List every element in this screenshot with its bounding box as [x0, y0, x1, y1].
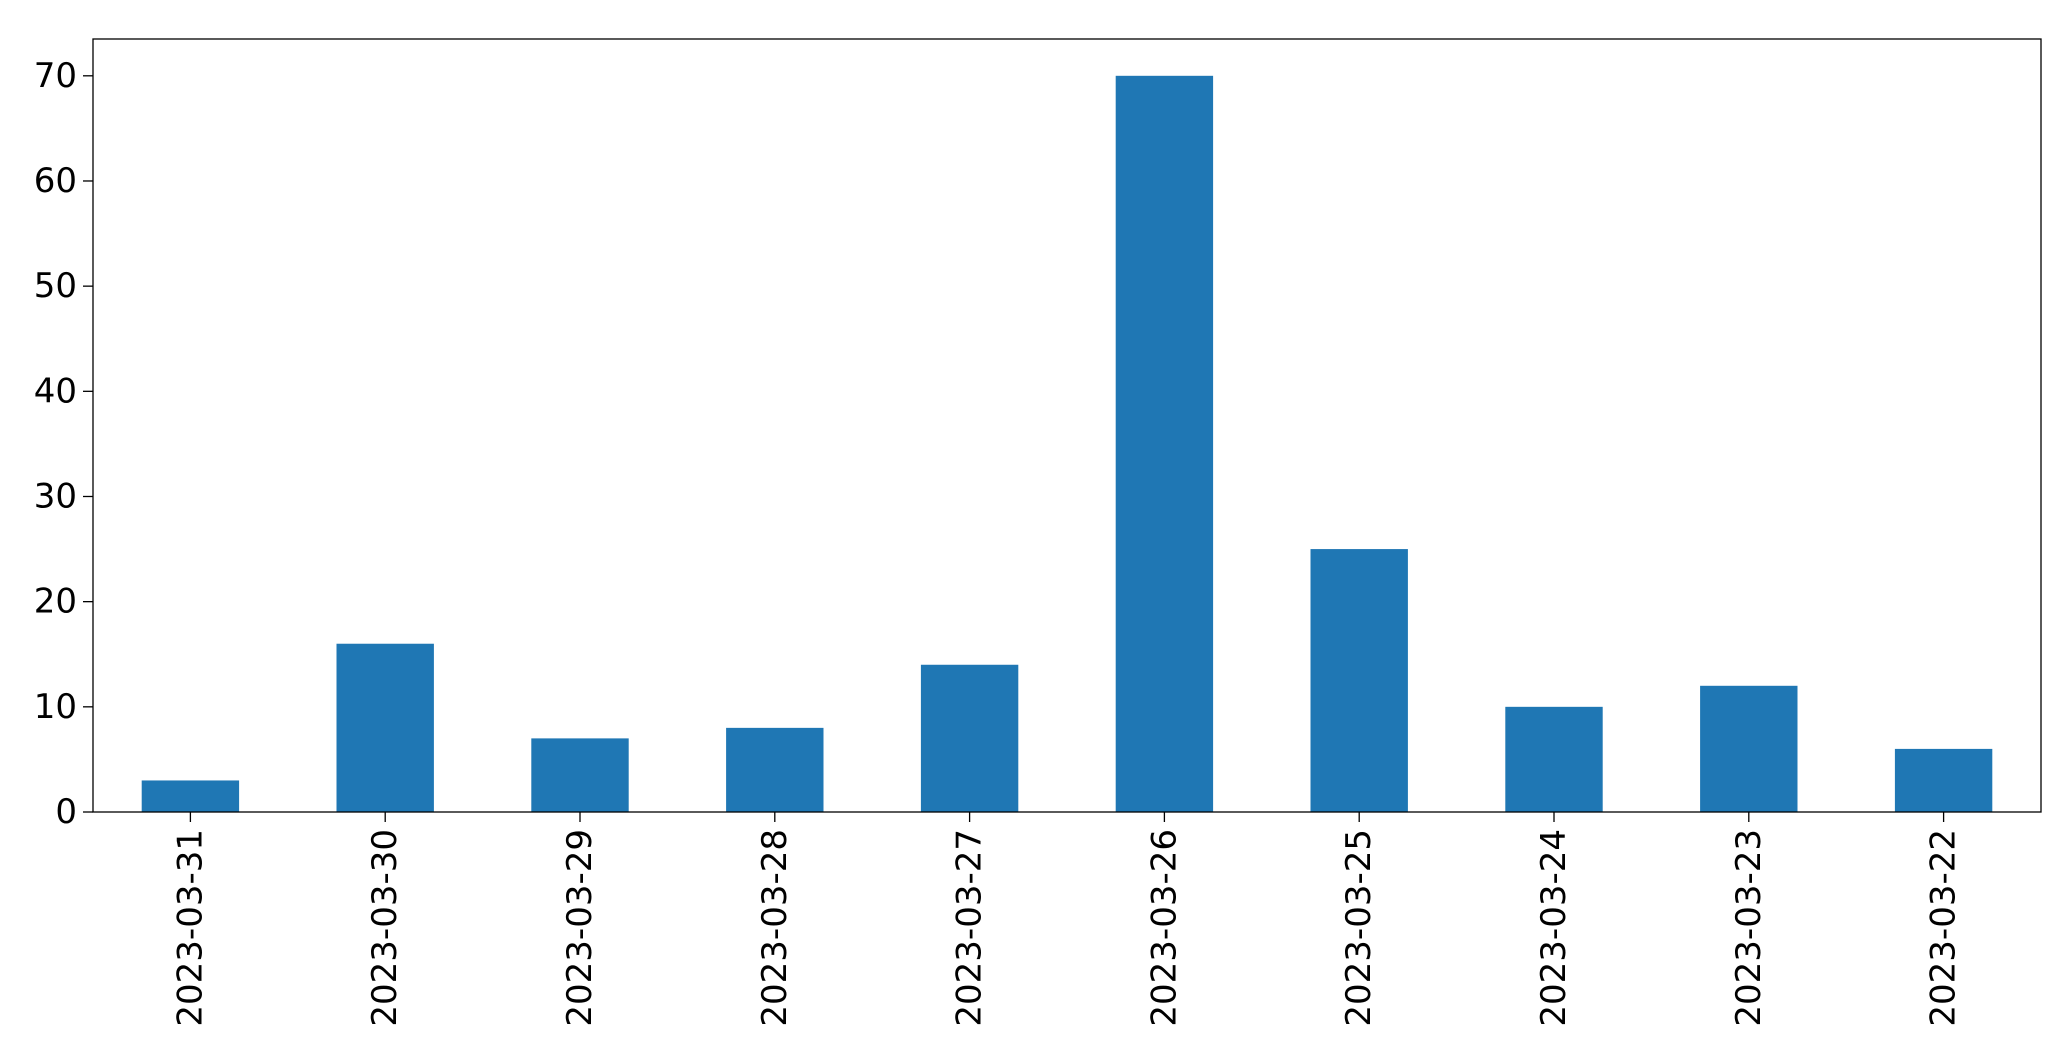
bar — [726, 727, 824, 812]
y-tick-label: 60 — [34, 161, 77, 201]
y-axis: 0 10 20 30 40 50 60 70 — [34, 56, 93, 832]
x-axis: 2023-03-31 2023-03-30 2023-03-29 2023-03-28… — [170, 812, 1964, 1027]
x-tick-label: 2023-03-27 — [950, 829, 990, 1027]
bar — [531, 738, 629, 812]
y-tick-label: 10 — [34, 687, 77, 727]
x-tick-label: 2023-03-29 — [560, 829, 600, 1027]
y-tick-label: 40 — [34, 371, 77, 411]
x-tick-label: 2023-03-24 — [1534, 829, 1574, 1027]
bar — [920, 664, 1019, 812]
x-tick-label: 2023-03-26 — [1144, 829, 1184, 1027]
bars-layer — [141, 75, 1993, 813]
bar — [1115, 75, 1214, 813]
bar — [1700, 685, 1798, 812]
x-tick-label: 2023-03-31 — [170, 829, 210, 1027]
y-tick-label: 50 — [34, 266, 77, 306]
bar — [1505, 706, 1603, 812]
x-tick-label: 2023-03-23 — [1729, 829, 1769, 1027]
plot-frame — [92, 38, 2042, 813]
y-tick-label: 0 — [55, 792, 77, 832]
x-tick-label: 2023-03-25 — [1339, 829, 1379, 1027]
bar — [1894, 748, 1993, 812]
y-tick-label: 70 — [34, 56, 77, 96]
x-tick-label: 2023-03-30 — [365, 829, 405, 1027]
y-tick-label: 20 — [34, 582, 77, 622]
bar — [336, 643, 434, 812]
y-tick-label: 30 — [34, 476, 77, 516]
x-tick-label: 2023-03-28 — [755, 829, 795, 1027]
bar — [1310, 549, 1408, 812]
x-tick-label: 2023-03-22 — [1924, 829, 1964, 1027]
bar — [141, 780, 240, 812]
